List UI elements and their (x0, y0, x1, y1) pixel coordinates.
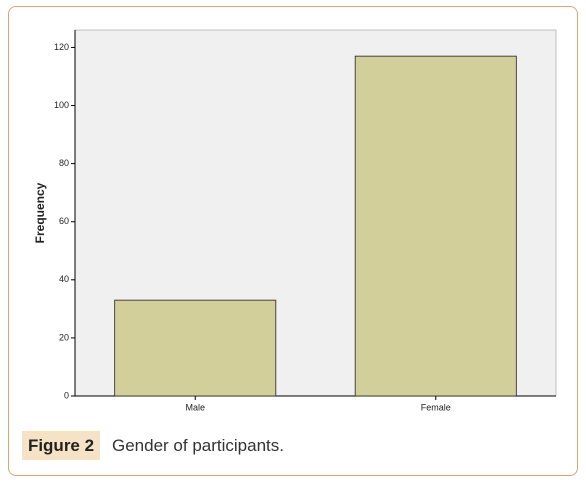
figure-frame (8, 6, 578, 476)
y-tick-label: 120 (54, 42, 69, 52)
caption-label: Figure 2 (22, 431, 100, 460)
y-tick-label: 20 (59, 332, 69, 342)
x-tick-label: Male (185, 402, 205, 412)
y-tick-label: 80 (59, 158, 69, 168)
bar (114, 299, 277, 397)
y-tick-label: 100 (54, 100, 69, 110)
y-tick-label: 0 (64, 390, 69, 400)
y-tick-label: 60 (59, 216, 69, 226)
y-axis-label: Frequency (33, 182, 47, 243)
bar (354, 55, 517, 397)
caption-text: Gender of participants. (112, 436, 284, 455)
x-tick-label: Female (421, 402, 451, 412)
y-tick-label: 40 (59, 274, 69, 284)
